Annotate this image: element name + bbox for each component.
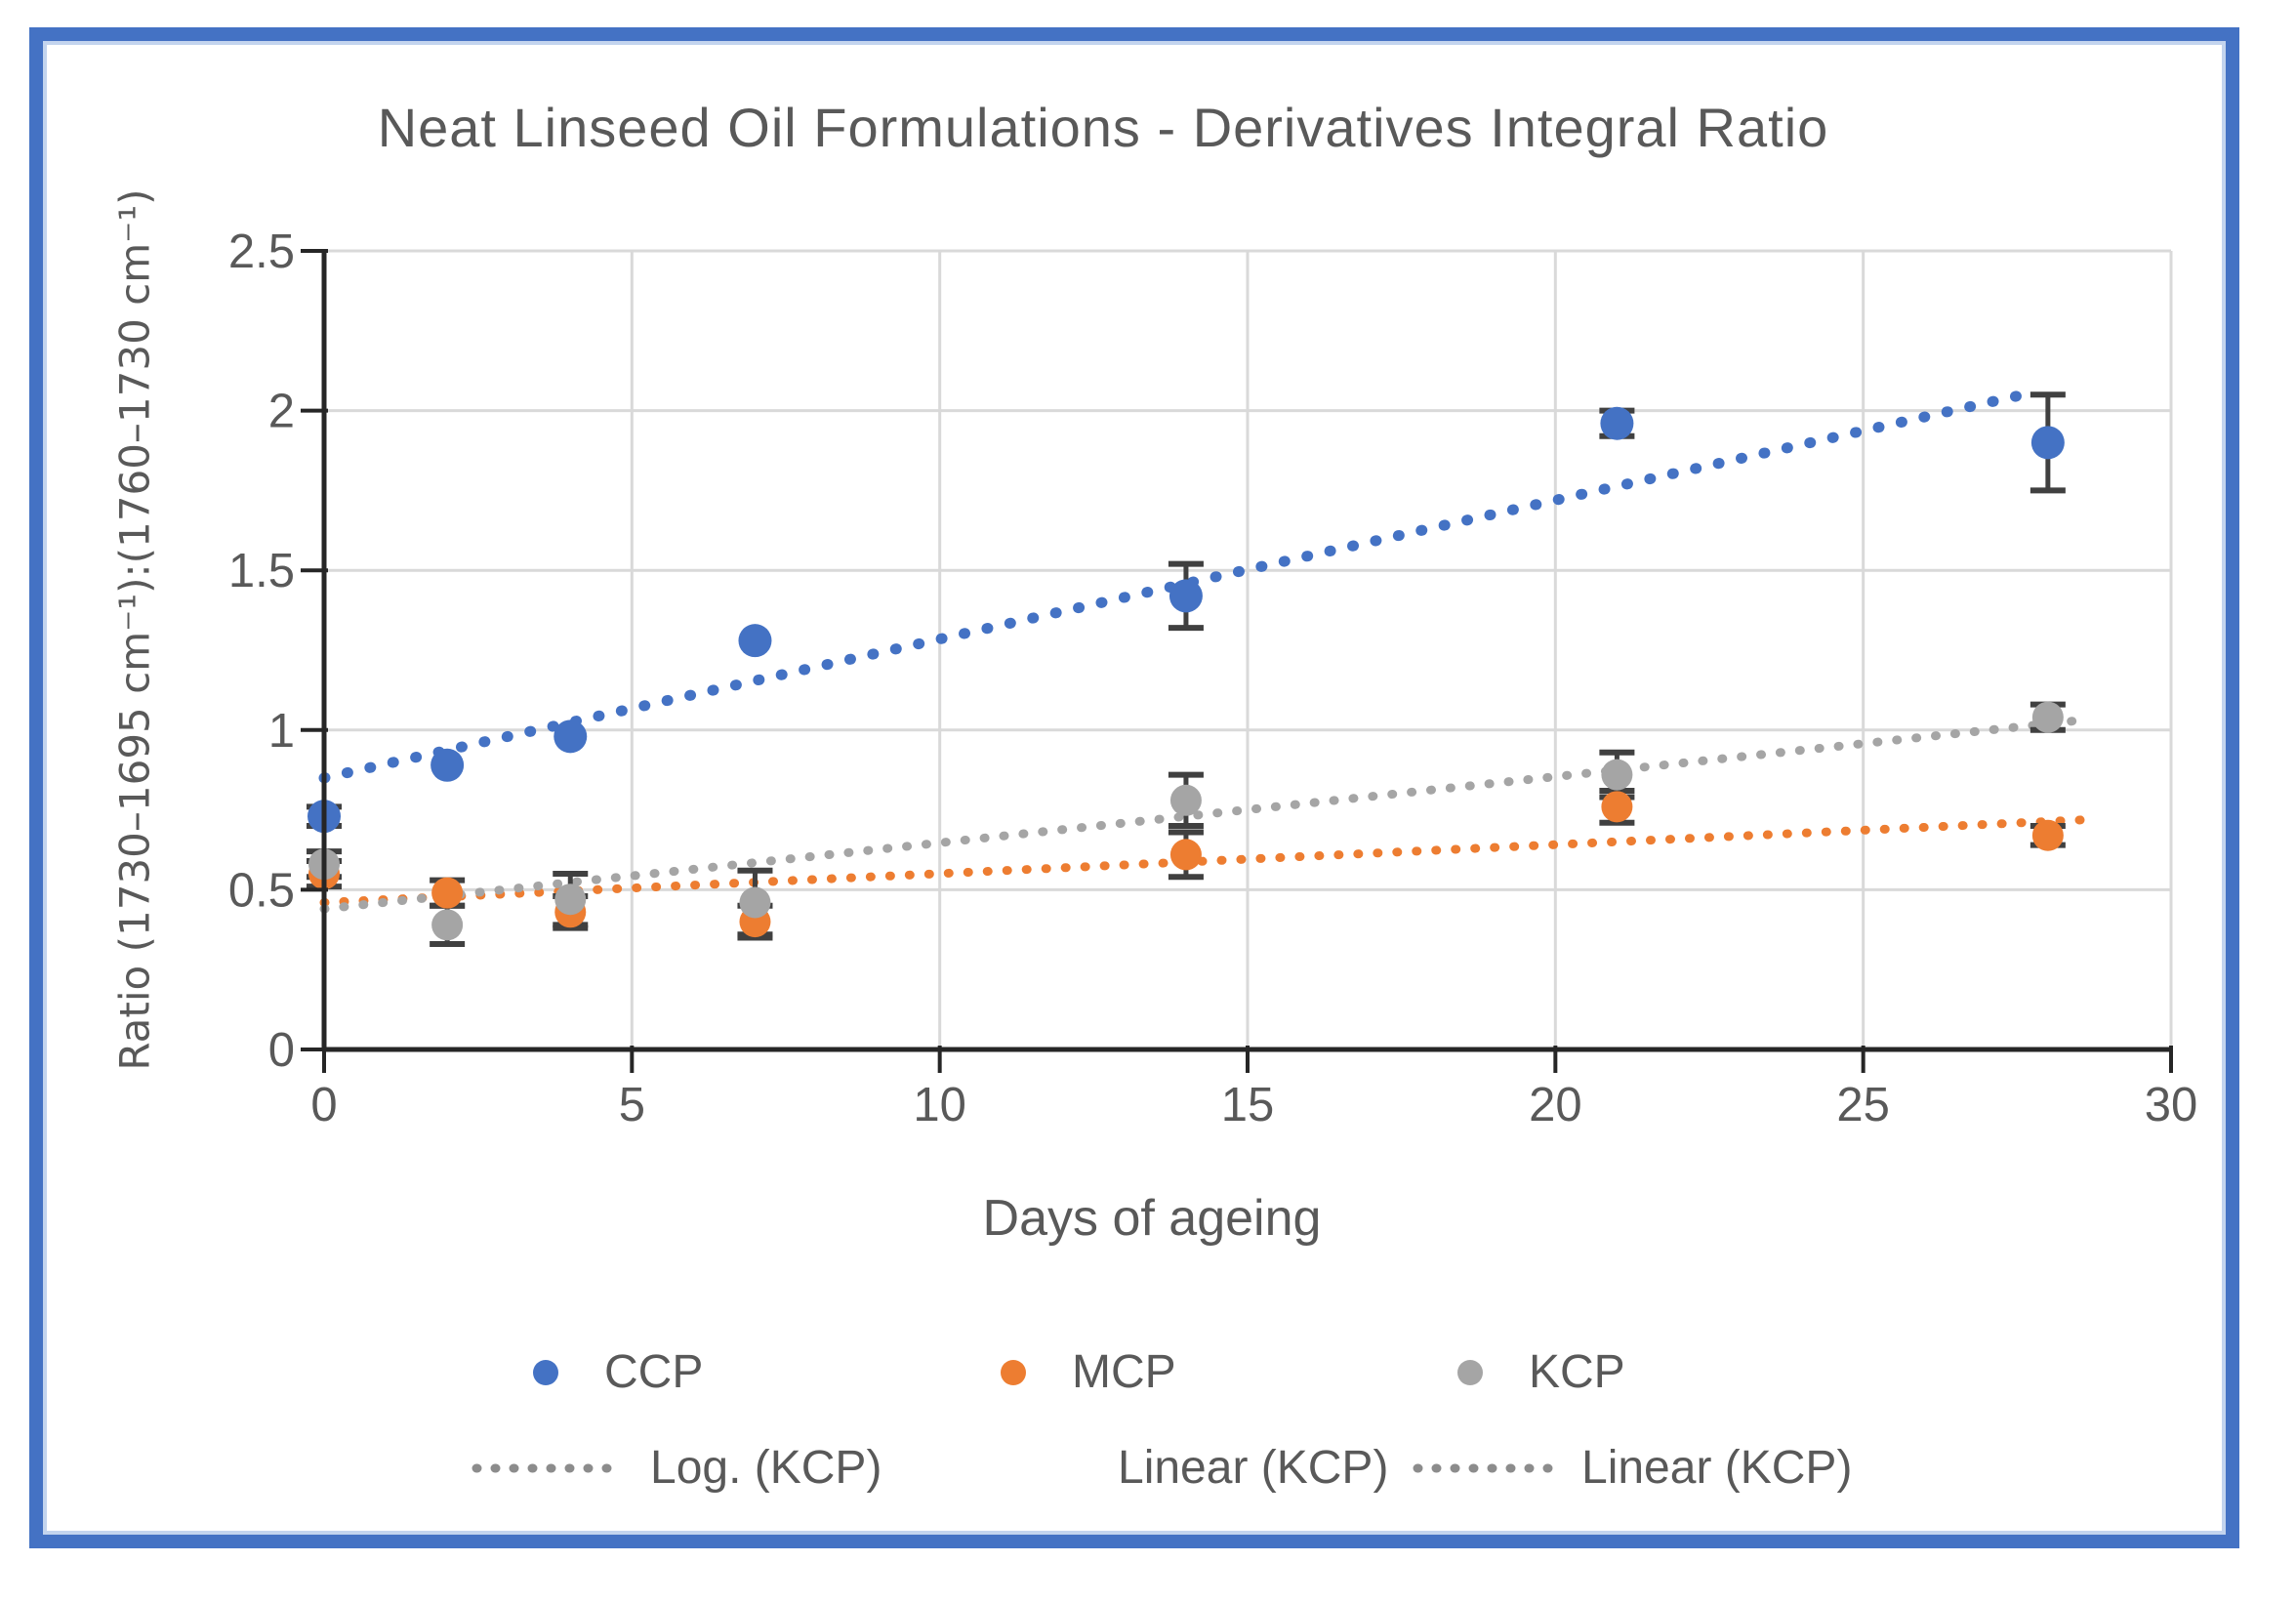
ccp-marker-swatch <box>533 1359 558 1385</box>
svg-text:2: 2 <box>268 386 295 438</box>
image-border-frame <box>29 27 2239 1548</box>
x-axis-title: Days of ageing <box>982 1190 1322 1247</box>
svg-text:30: 30 <box>2145 1079 2198 1131</box>
svg-text:2.5: 2.5 <box>228 226 295 278</box>
mcp-marker-swatch <box>1001 1359 1026 1385</box>
legend-label-mcp: MCP <box>1072 1346 1176 1398</box>
svg-text:0.5: 0.5 <box>228 864 295 917</box>
legend-label-log-kcp: Log. (KCP) <box>650 1442 882 1494</box>
legend-item-ccp: CCP <box>532 1345 703 1399</box>
dotted-line-swatch <box>1413 1463 1555 1472</box>
svg-text:15: 15 <box>1221 1079 1275 1131</box>
legend-label-ccp: CCP <box>604 1346 704 1398</box>
legend-item-linear-kcp-1: Linear (KCP) <box>1118 1441 1388 1495</box>
legend-item-mcp: MCP <box>1000 1345 1176 1399</box>
legend-item-linear-kcp-2: Linear (KCP) <box>1412 1441 1852 1495</box>
svg-text:1: 1 <box>268 705 295 758</box>
svg-text:25: 25 <box>1836 1079 1890 1131</box>
legend-item-kcp: KCP <box>1456 1345 1625 1399</box>
dotted-line-swatch <box>472 1463 624 1472</box>
svg-text:20: 20 <box>1529 1079 1582 1131</box>
kcp-marker-swatch <box>1457 1359 1483 1385</box>
svg-text:1.5: 1.5 <box>228 545 295 597</box>
svg-text:0: 0 <box>310 1079 337 1131</box>
svg-text:5: 5 <box>619 1079 645 1131</box>
legend-label-linear-kcp-2: Linear (KCP) <box>1581 1442 1853 1494</box>
legend-label-kcp: KCP <box>1529 1346 1625 1398</box>
svg-text:0: 0 <box>268 1024 295 1077</box>
svg-text:10: 10 <box>913 1079 966 1131</box>
chart-title: Neat Linseed Oil Formulations - Derivati… <box>377 97 1829 158</box>
legend-item-log-kcp: Log. (KCP) <box>471 1441 882 1495</box>
legend-label-linear-kcp-1: Linear (KCP) <box>1118 1442 1389 1494</box>
